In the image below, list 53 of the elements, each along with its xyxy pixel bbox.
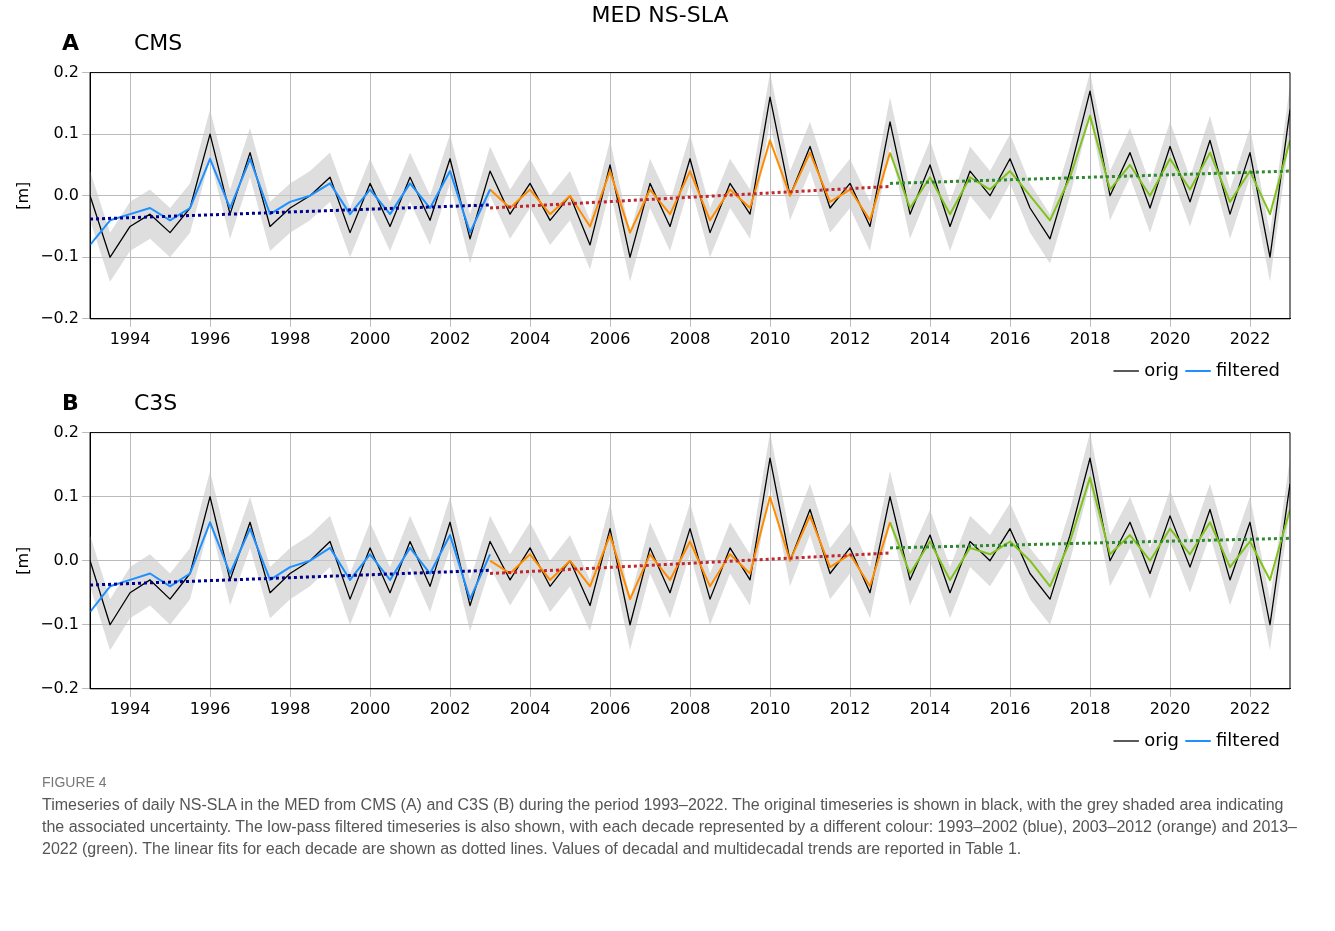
y-axis-title: [m] [12,546,32,575]
y-axis-title: [m] [12,181,32,210]
legend-label: filtered [1216,358,1281,380]
x-tick-label: 1998 [269,328,311,348]
chart-title: C3S [134,390,178,415]
legend-label: orig [1144,728,1180,750]
y-tick-label: −0.2 [40,307,80,327]
x-tick-label: 2008 [669,698,711,718]
x-tick-label: 2004 [509,328,551,348]
legend-label: filtered [1216,728,1281,750]
x-tick-label: 2002 [429,328,471,348]
x-tick-label: 2010 [749,698,791,718]
x-tick-label: 1994 [109,698,151,718]
y-tick-label: −0.1 [40,246,80,266]
x-tick-label: 1998 [269,698,311,718]
x-tick-label: 2020 [1149,698,1191,718]
x-tick-label: 1994 [109,328,151,348]
x-tick-label: 2004 [509,698,551,718]
x-tick-label: 1996 [189,698,231,718]
text: A [62,30,80,55]
x-tick-label: 2000 [349,328,391,348]
x-tick-label: 2018 [1069,328,1111,348]
text: B [62,390,79,415]
x-tick-label: 2014 [909,698,951,718]
x-tick-label: 2014 [909,328,951,348]
y-tick-label: 0.0 [53,184,80,204]
text: Timeseries of daily NS-SLA in the MED from CMS (A) and C3S (B) during the period 1993–2022. The original timeseries is shown in black, with the grey shaded area indicating the associated uncertainty. The low-pass filtered timeseries is also shown, with each decade represented by a different colour: 1993–2002 (blue), 2003–2012 (orange) and 2013–2022 (green). The linear fits for each decade are shown as dotted lines. Values of decadal and multidecadal trends are reported in Table 1. [42,795,1298,859]
caption: FIGURE 4 [42,774,108,790]
x-tick-label: 2012 [829,698,871,718]
x-tick-label: 1996 [189,328,231,348]
y-tick-label: 0.1 [53,123,80,143]
x-tick-label: 2018 [1069,698,1111,718]
legend-label: orig [1144,358,1180,380]
y-tick-label: 0.1 [53,485,80,505]
x-tick-label: 2008 [669,328,711,348]
chart-title: CMS [134,30,183,55]
x-tick-label: 2000 [349,698,391,718]
x-tick-label: 2020 [1149,328,1191,348]
x-tick-label: 2012 [829,328,871,348]
y-tick-label: −0.1 [40,613,80,633]
x-tick-label: 2006 [589,698,631,718]
x-tick-label: 2022 [1229,328,1271,348]
x-tick-label: 2010 [749,328,791,348]
x-tick-label: 2002 [429,698,471,718]
x-tick-label: 2006 [589,328,631,348]
y-tick-label: 0.2 [53,61,80,81]
x-tick-label: 2022 [1229,698,1271,718]
text: MED NS-SLA [590,1,730,29]
x-tick-label: 2016 [989,328,1031,348]
y-tick-label: 0.2 [53,421,80,441]
x-tick-label: 2016 [989,698,1031,718]
y-tick-label: 0.0 [53,549,80,569]
y-tick-label: −0.2 [40,677,80,697]
